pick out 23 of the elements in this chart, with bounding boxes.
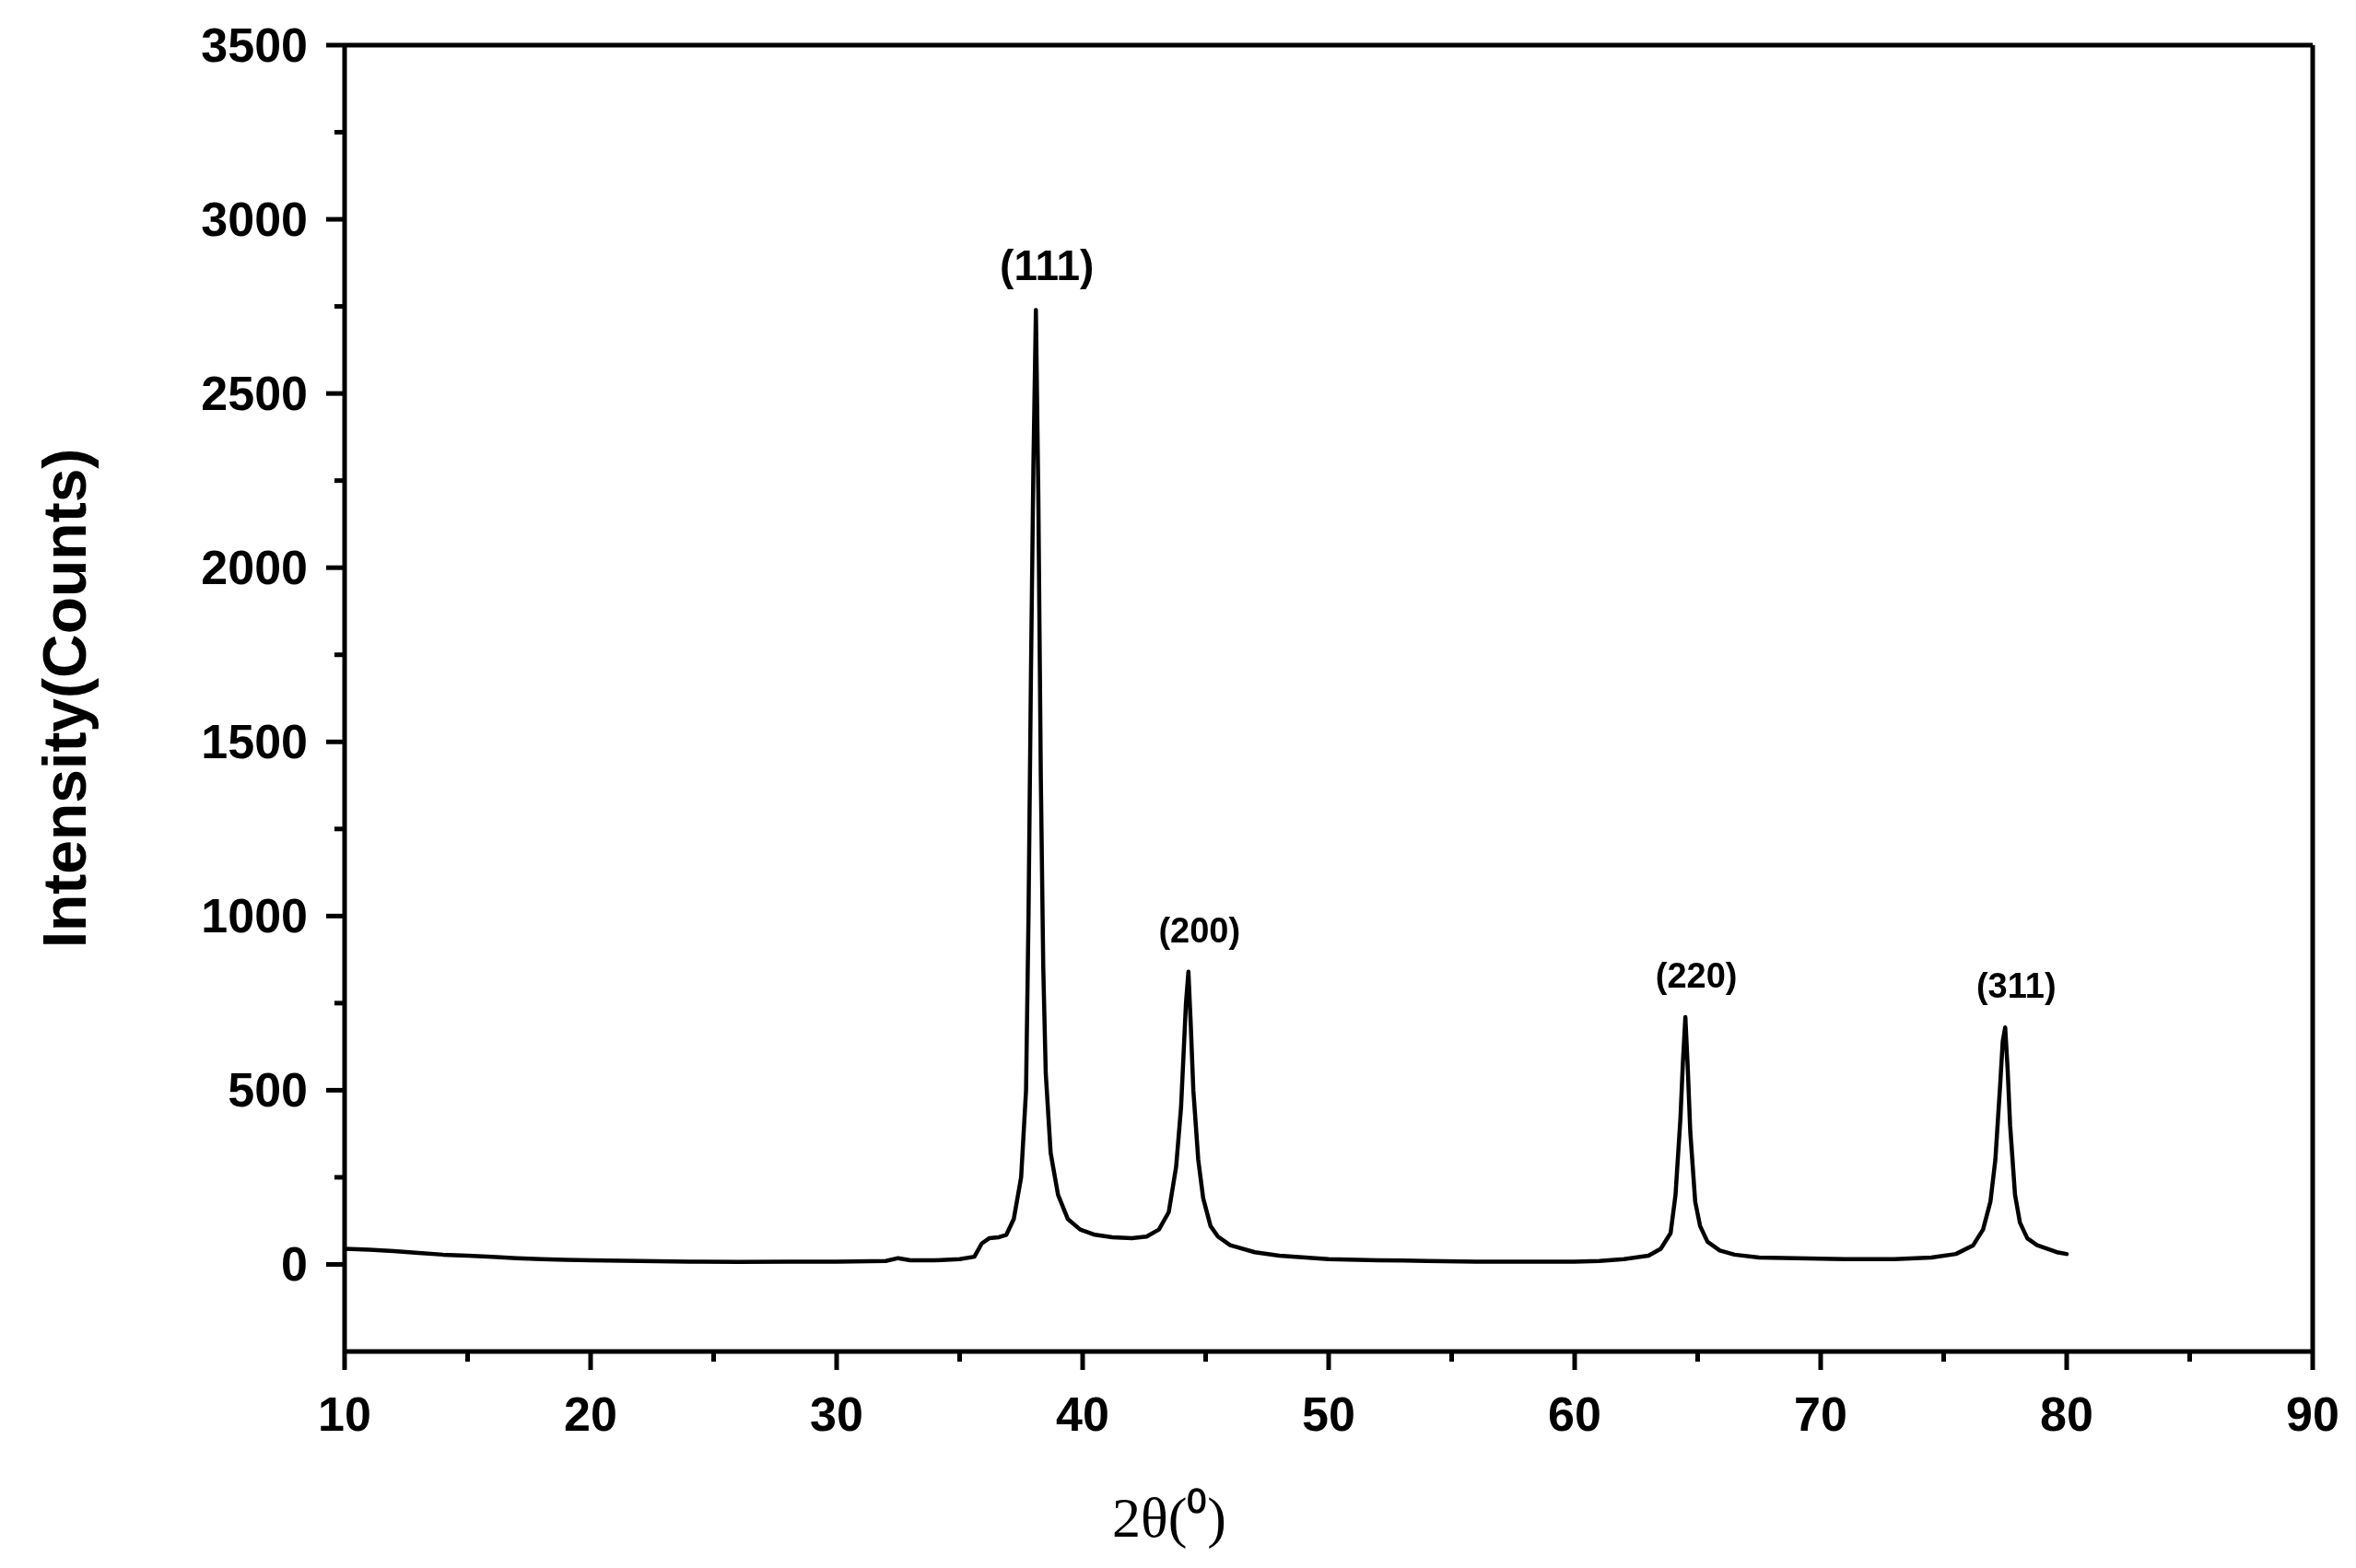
annotation: (111) <box>1000 241 1095 290</box>
x-axis-title: 2θ(⁰) <box>1111 1486 1226 1550</box>
y-tick-label: 1500 <box>201 715 308 769</box>
annotation: (200) <box>1158 910 1241 950</box>
y-tick-label: 2500 <box>201 367 308 421</box>
y-tick-label: 3500 <box>201 18 308 72</box>
y-tick-label: 3000 <box>201 193 308 247</box>
y-tick-label: 0 <box>281 1237 308 1292</box>
x-tick-label: 30 <box>810 1387 863 1441</box>
x-tick-label: 80 <box>2040 1387 2093 1441</box>
x-tick-label: 40 <box>1056 1387 1109 1441</box>
annotation: (220) <box>1655 955 1738 995</box>
x-tick-label: 60 <box>1548 1387 1601 1441</box>
x-tick-label: 10 <box>318 1387 371 1441</box>
x-tick-label: 50 <box>1302 1387 1355 1441</box>
x-tick-label: 70 <box>1794 1387 1847 1441</box>
y-tick-label: 1000 <box>201 889 308 943</box>
x-tick-label: 20 <box>564 1387 617 1441</box>
y-axis-title: Intensity(Counts) <box>30 448 99 949</box>
x-tick-label: 90 <box>2286 1387 2339 1441</box>
annotation: (311) <box>1975 966 2057 1006</box>
y-tick-label: 2000 <box>201 541 308 595</box>
y-tick-label: 500 <box>228 1063 308 1117</box>
